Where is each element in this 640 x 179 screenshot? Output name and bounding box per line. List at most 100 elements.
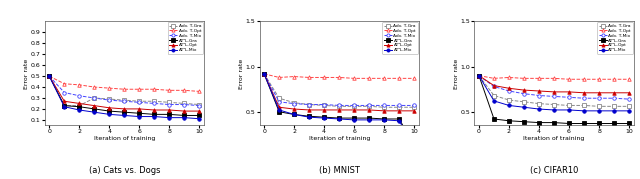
AT²L-Opt [166,109,173,111]
Adv. T-Mix [166,103,173,106]
Adv. T-Mix [475,75,483,77]
Adv. T-Gra [520,101,528,103]
AT²L-Opt [580,92,588,94]
AT²L-Gra [475,75,483,77]
Adv. T-Opt [410,77,418,79]
Adv. T-Gra [260,73,268,75]
AT²L-Mix [260,73,268,75]
Adv. T-Mix [150,102,158,105]
Text: (b) MNIST: (b) MNIST [319,166,360,175]
Adv. T-Opt [291,76,298,78]
AT²L-Mix [180,117,188,119]
AT²L-Gra [120,111,128,113]
Adv. T-Gra [535,103,543,105]
Adv. T-Opt [305,76,313,79]
Adv. T-Mix [396,104,403,107]
AT²L-Opt [611,92,618,94]
AT²L-Gra [166,113,173,115]
Adv. T-Gra [475,75,483,77]
Adv. T-Gra [580,104,588,107]
Adv. T-Opt [106,87,113,89]
Adv. T-Gra [60,105,68,107]
AT²L-Gra [611,122,618,125]
AT²L-Mix [625,110,633,112]
AT²L-Opt [321,109,328,111]
AT²L-Mix [305,116,313,118]
AT²L-Mix [60,106,68,108]
AT²L-Opt [45,75,53,77]
AT²L-Opt [410,110,418,112]
AT²L-Mix [136,115,143,118]
X-axis label: Iteration of training: Iteration of training [524,136,585,141]
AT²L-Mix [490,100,498,102]
Line: AT²L-Mix: AT²L-Mix [262,72,416,150]
Adv. T-Mix [490,85,498,88]
AT²L-Mix [150,115,158,118]
AT²L-Gra [180,114,188,117]
X-axis label: Iteration of training: Iteration of training [308,136,370,141]
Adv. T-Gra [106,98,113,100]
Line: Adv. T-Opt: Adv. T-Opt [47,74,201,93]
AT²L-Opt [196,110,204,112]
AT²L-Opt [335,109,343,111]
Line: Adv. T-Gra: Adv. T-Gra [262,72,416,109]
Adv. T-Opt [60,83,68,85]
Adv. T-Gra [166,101,173,103]
AT²L-Mix [350,119,358,121]
AT²L-Opt [305,109,313,111]
AT²L-Gra [321,116,328,118]
AT²L-Mix [335,118,343,120]
AT²L-Gra [305,115,313,117]
Adv. T-Mix [180,103,188,106]
AT²L-Mix [76,109,83,111]
AT²L-Opt [291,108,298,110]
Adv. T-Mix [505,90,513,92]
Adv. T-Opt [150,88,158,90]
AT²L-Gra [520,121,528,123]
AT²L-Mix [291,113,298,115]
AT²L-Gra [275,111,283,113]
X-axis label: Iteration of training: Iteration of training [93,136,155,141]
Adv. T-Gra [625,105,633,107]
Adv. T-Opt [550,77,558,79]
Adv. T-Mix [611,97,618,99]
AT²L-Opt [136,108,143,110]
Adv. T-Mix [291,103,298,105]
AT²L-Gra [595,122,603,125]
AT²L-Opt [150,109,158,111]
AT²L-Mix [380,119,388,121]
Adv. T-Mix [275,101,283,103]
Adv. T-Opt [380,77,388,79]
AT²L-Gra [550,122,558,124]
AT²L-Gra [490,118,498,120]
Adv. T-Gra [365,105,373,107]
Adv. T-Gra [305,103,313,106]
AT²L-Mix [106,113,113,115]
Adv. T-Gra [136,100,143,102]
AT²L-Mix [45,75,53,77]
Adv. T-Mix [45,75,53,77]
AT²L-Mix [321,117,328,119]
Adv. T-Mix [380,104,388,107]
AT²L-Mix [520,106,528,108]
Line: AT²L-Gra: AT²L-Gra [47,74,201,117]
AT²L-Opt [365,109,373,111]
Legend: Adv. T-Gra, Adv. T-Opt, Adv. T-Mix, AT²L-Gra, AT²L-Opt, AT²L-Mix: Adv. T-Gra, Adv. T-Opt, Adv. T-Mix, AT²L… [382,22,418,54]
AT²L-Mix [410,147,418,149]
AT²L-Mix [611,110,618,112]
Line: Adv. T-Mix: Adv. T-Mix [47,74,201,107]
Adv. T-Mix [335,104,343,107]
Line: Adv. T-Opt: Adv. T-Opt [262,72,416,80]
Line: AT²L-Opt: AT²L-Opt [47,74,201,113]
AT²L-Gra [365,117,373,119]
AT²L-Mix [505,104,513,107]
Line: AT²L-Opt: AT²L-Opt [477,74,631,95]
Adv. T-Mix [305,103,313,106]
Adv. T-Gra [505,99,513,101]
AT²L-Opt [120,108,128,110]
AT²L-Mix [550,109,558,111]
Line: Adv. T-Opt: Adv. T-Opt [477,74,631,81]
Adv. T-Mix [410,104,418,107]
Adv. T-Gra [120,99,128,101]
Adv. T-Gra [291,102,298,104]
